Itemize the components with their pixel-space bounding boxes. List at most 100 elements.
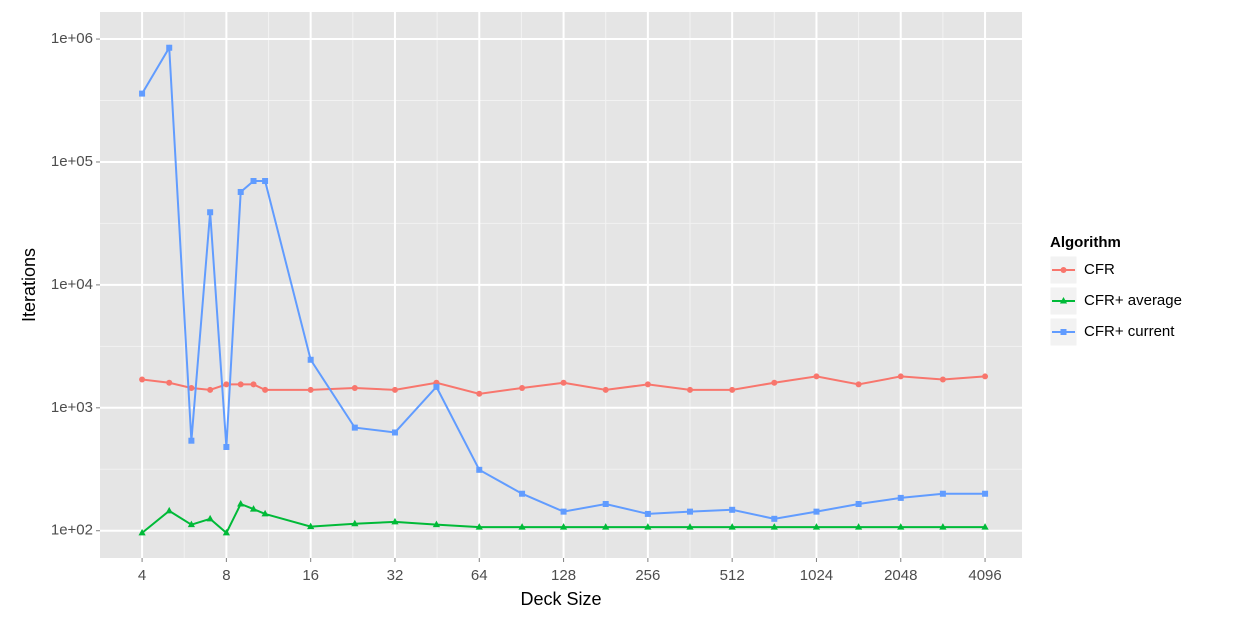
- point: [644, 523, 652, 530]
- x-tick-label: 4: [138, 567, 146, 584]
- point: [138, 528, 146, 536]
- point: [812, 523, 821, 530]
- point: [237, 381, 244, 388]
- x-tick-label: 1024: [800, 567, 833, 584]
- point: [261, 509, 269, 517]
- point: [307, 386, 314, 393]
- y-axis-title: Iterations: [19, 248, 39, 322]
- point: [897, 494, 904, 501]
- point: [981, 523, 989, 530]
- point: [560, 379, 567, 386]
- legend-key-point: [1060, 329, 1067, 335]
- point: [250, 178, 257, 185]
- point: [139, 376, 146, 383]
- point: [813, 373, 820, 380]
- point: [644, 381, 651, 388]
- point: [207, 209, 214, 216]
- point: [206, 514, 214, 522]
- point: [982, 373, 989, 380]
- point: [351, 424, 358, 431]
- point: [188, 384, 195, 391]
- point: [644, 510, 651, 517]
- point: [476, 390, 483, 397]
- point: [854, 523, 863, 530]
- point: [518, 523, 526, 530]
- x-tick-label: 8: [222, 567, 230, 584]
- point: [222, 528, 230, 536]
- point: [897, 373, 904, 380]
- y-tick-label: 1e+03: [51, 399, 93, 416]
- point: [770, 523, 778, 530]
- point: [249, 505, 258, 512]
- point: [686, 523, 694, 530]
- point: [351, 519, 359, 527]
- point: [391, 429, 398, 436]
- point: [939, 490, 946, 497]
- point: [729, 386, 736, 393]
- point: [250, 381, 257, 388]
- point: [519, 490, 526, 497]
- point: [729, 506, 736, 513]
- x-tick-label: 64: [471, 567, 488, 584]
- x-tick-label: 32: [387, 567, 404, 584]
- point: [433, 383, 440, 390]
- point: [559, 523, 568, 530]
- marks: [138, 44, 989, 536]
- legend-label: CFR: [1084, 261, 1115, 278]
- point: [855, 381, 862, 388]
- y-tick-label: 1e+02: [51, 522, 93, 539]
- y-tick-label: 1e+06: [51, 30, 93, 47]
- point: [855, 500, 862, 507]
- point: [351, 384, 358, 391]
- x-tick-label: 4096: [968, 567, 1001, 584]
- point: [391, 517, 399, 525]
- point: [237, 188, 244, 195]
- legend-title: Algorithm: [1050, 234, 1121, 251]
- point: [771, 515, 778, 522]
- grid: [100, 12, 1022, 558]
- point: [139, 90, 146, 97]
- point: [602, 523, 610, 530]
- point: [223, 381, 230, 388]
- point: [188, 437, 195, 444]
- point: [391, 386, 398, 393]
- point: [237, 499, 245, 507]
- point: [687, 386, 694, 393]
- y-tick-label: 1e+05: [51, 153, 93, 170]
- point: [982, 490, 989, 497]
- point: [307, 522, 315, 530]
- point: [519, 384, 526, 391]
- point: [166, 379, 173, 386]
- point: [432, 520, 441, 528]
- point: [728, 523, 736, 530]
- point: [165, 506, 173, 514]
- point: [602, 500, 609, 507]
- point: [560, 508, 567, 515]
- point: [939, 376, 946, 383]
- point: [602, 386, 609, 393]
- legend-key-point: [1060, 267, 1067, 273]
- point: [166, 44, 173, 51]
- point: [262, 178, 269, 185]
- y-tick-label: 1e+04: [51, 276, 93, 293]
- point: [262, 386, 269, 393]
- point: [687, 508, 694, 515]
- point: [939, 523, 947, 530]
- x-axis-title: Deck Size: [520, 589, 601, 609]
- legend-key-point: [1059, 297, 1068, 304]
- x-tick-label: 128: [551, 567, 576, 584]
- point: [475, 523, 483, 530]
- point: [187, 520, 195, 528]
- x-tick-label: 512: [720, 567, 745, 584]
- point: [813, 508, 820, 515]
- point: [307, 356, 314, 363]
- legend-label: CFR+ current: [1084, 323, 1175, 340]
- point: [207, 386, 214, 393]
- point: [771, 379, 778, 386]
- x-tick-label: 2048: [884, 567, 917, 584]
- x-tick-label: 256: [635, 567, 660, 584]
- x-tick-label: 16: [302, 567, 319, 584]
- point: [476, 466, 483, 473]
